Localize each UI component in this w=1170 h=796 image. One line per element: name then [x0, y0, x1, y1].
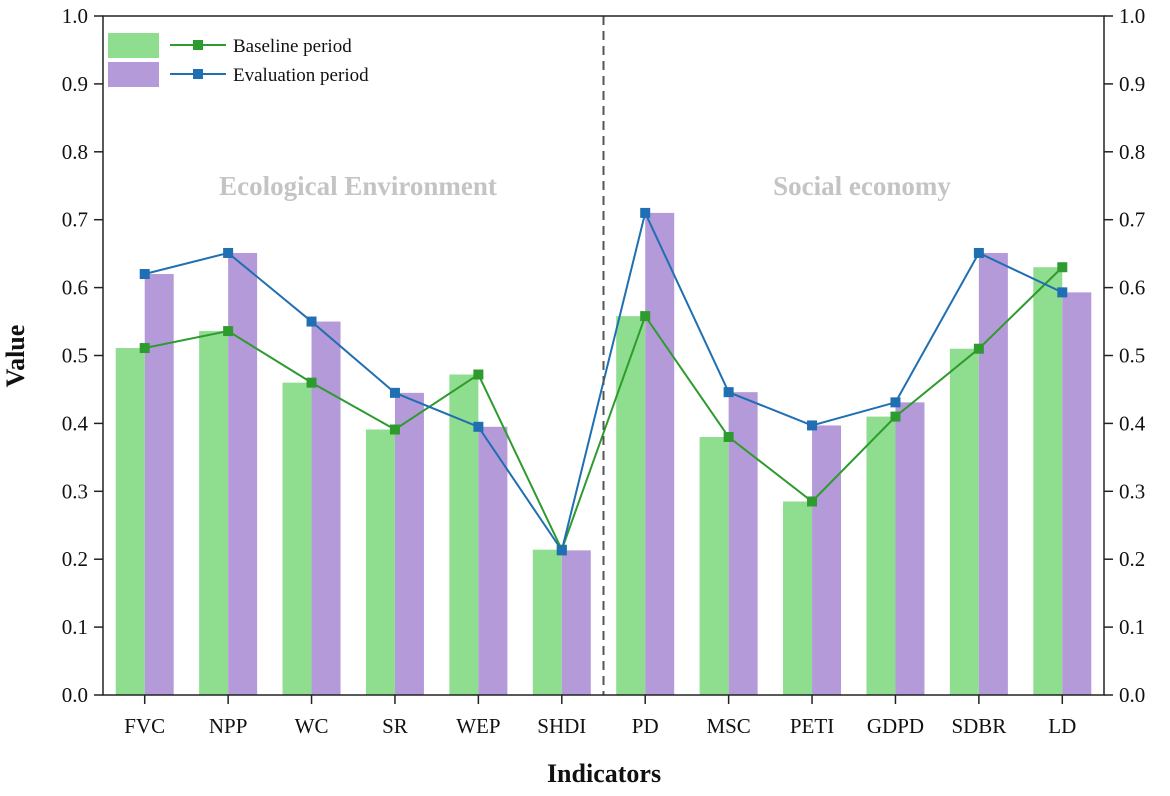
marker-evaluation-ld — [1057, 287, 1068, 298]
axes-layer: 0.0 0.0 0.1 0.1 0.2 0.2 0.3 0.3 0.4 0.4 0.5 0.5 0.6 0… — [62, 4, 1146, 738]
marker-baseline-ld — [1057, 262, 1068, 273]
marker-evaluation-wc — [306, 316, 317, 327]
marker-baseline-npp — [223, 326, 234, 337]
marker-evaluation-npp — [223, 247, 234, 258]
group-label-social: Social economy — [773, 171, 951, 201]
marker-baseline-gdpd — [890, 411, 901, 422]
y-tick-label-left-9: 0.9 — [62, 72, 88, 96]
x-tick-label-peti: PETI — [790, 714, 834, 738]
marker-baseline-wc — [306, 377, 317, 388]
y-tick-label-right-1: 0.1 — [1119, 615, 1145, 639]
y-tick-label-right-6: 0.6 — [1119, 276, 1145, 300]
x-tick-label-sr: SR — [382, 714, 408, 738]
y-tick-label-right-4: 0.4 — [1119, 411, 1146, 435]
y-tick-label-right-3: 0.3 — [1119, 479, 1145, 503]
y-tick-label-left-2: 0.2 — [62, 547, 88, 571]
bar-evaluation-gdpd — [895, 402, 925, 695]
bar-baseline-sr — [365, 429, 395, 695]
marker-baseline-sdbr — [973, 343, 984, 354]
bar-baseline-peti — [783, 501, 813, 695]
bar-evaluation-shdi — [561, 550, 591, 695]
bar-baseline-shdi — [532, 549, 562, 695]
marker-evaluation-sdbr — [973, 247, 984, 258]
bar-evaluation-peti — [812, 425, 842, 695]
bar-evaluation-wc — [311, 321, 341, 695]
y-tick-label-left-1: 0.1 — [62, 615, 88, 639]
bar-baseline-ld — [1033, 267, 1063, 695]
bar-baseline-gdpd — [866, 416, 896, 695]
bar-evaluation-msc — [728, 392, 758, 695]
x-tick-label-npp: NPP — [209, 714, 248, 738]
bar-baseline-msc — [699, 436, 729, 695]
legend-label-baseline: Baseline period — [233, 36, 352, 57]
bar-evaluation-ld — [1062, 292, 1092, 695]
y-tick-label-left-8: 0.8 — [62, 140, 88, 164]
marker-baseline-pd — [640, 311, 651, 322]
marker-evaluation-peti — [807, 420, 818, 431]
marker-evaluation-pd — [640, 207, 651, 218]
bar-evaluation-wep — [478, 426, 508, 695]
x-tick-label-wep: WEP — [456, 714, 500, 738]
x-tick-label-ld: LD — [1048, 714, 1076, 738]
legend-label-evaluation: Evaluation period — [233, 65, 369, 86]
y-tick-label-left-7: 0.7 — [62, 208, 88, 232]
legend-swatch-baseline-bar — [108, 33, 159, 58]
y-tick-label-right-7: 0.7 — [1119, 208, 1145, 232]
bar-baseline-wc — [282, 382, 312, 695]
y-tick-label-right-2: 0.2 — [1119, 547, 1145, 571]
bar-evaluation-npp — [228, 252, 258, 695]
bar-evaluation-sr — [394, 392, 424, 695]
bar-evaluation-pd — [645, 212, 675, 695]
bar-baseline-pd — [616, 316, 646, 695]
bar-baseline-fvc — [115, 348, 145, 695]
marker-evaluation-sr — [389, 387, 400, 398]
marker-baseline-fvc — [139, 343, 150, 354]
x-tick-label-msc: MSC — [706, 714, 750, 738]
marker-baseline-msc — [723, 431, 734, 442]
legend: Baseline period Evaluation period — [108, 33, 369, 87]
bar-evaluation-fvc — [144, 274, 174, 695]
y-tick-label-right-0: 0.0 — [1119, 683, 1145, 707]
bar-baseline-sdbr — [949, 348, 979, 695]
marker-evaluation-msc — [723, 387, 734, 398]
marker-evaluation-fvc — [139, 269, 150, 280]
group-label-ecological: Ecological Environment — [219, 171, 497, 201]
x-tick-label-shdi: SHDI — [537, 714, 586, 738]
marker-evaluation-wep — [473, 421, 484, 432]
x-tick-label-gdpd: GDPD — [867, 714, 924, 738]
marker-baseline-peti — [807, 496, 818, 507]
marker-baseline-wep — [473, 369, 484, 380]
bars-layer — [115, 212, 1092, 695]
x-tick-label-fvc: FVC — [124, 714, 165, 738]
y-tick-label-left-5: 0.5 — [62, 344, 88, 368]
legend-swatch-evaluation-bar — [108, 62, 159, 87]
x-tick-label-wc: WC — [295, 714, 329, 738]
y-tick-label-left-3: 0.3 — [62, 479, 88, 503]
legend-marker-evaluation — [193, 69, 203, 79]
y-tick-label-right-10: 1.0 — [1119, 4, 1145, 28]
legend-marker-baseline — [193, 40, 203, 50]
marker-evaluation-gdpd — [890, 397, 901, 408]
bar-evaluation-sdbr — [978, 252, 1008, 695]
marker-evaluation-shdi — [556, 545, 567, 556]
x-tick-label-pd: PD — [632, 714, 659, 738]
y-tick-label-left-6: 0.6 — [62, 276, 88, 300]
y-tick-label-right-5: 0.5 — [1119, 344, 1145, 368]
x-tick-label-sdbr: SDBR — [951, 714, 1006, 738]
y-tick-label-left-10: 1.0 — [62, 4, 88, 28]
y-tick-label-right-8: 0.8 — [1119, 140, 1145, 164]
y-tick-label-right-9: 0.9 — [1119, 72, 1145, 96]
line-baseline — [144, 266, 1063, 553]
marker-baseline-sr — [389, 424, 400, 435]
bar-baseline-npp — [199, 331, 229, 695]
y-axis-title: Value — [1, 325, 30, 388]
y-tick-label-left-0: 0.0 — [62, 683, 88, 707]
x-axis-title: Indicators — [547, 759, 661, 788]
y-tick-label-left-4: 0.4 — [62, 411, 89, 435]
